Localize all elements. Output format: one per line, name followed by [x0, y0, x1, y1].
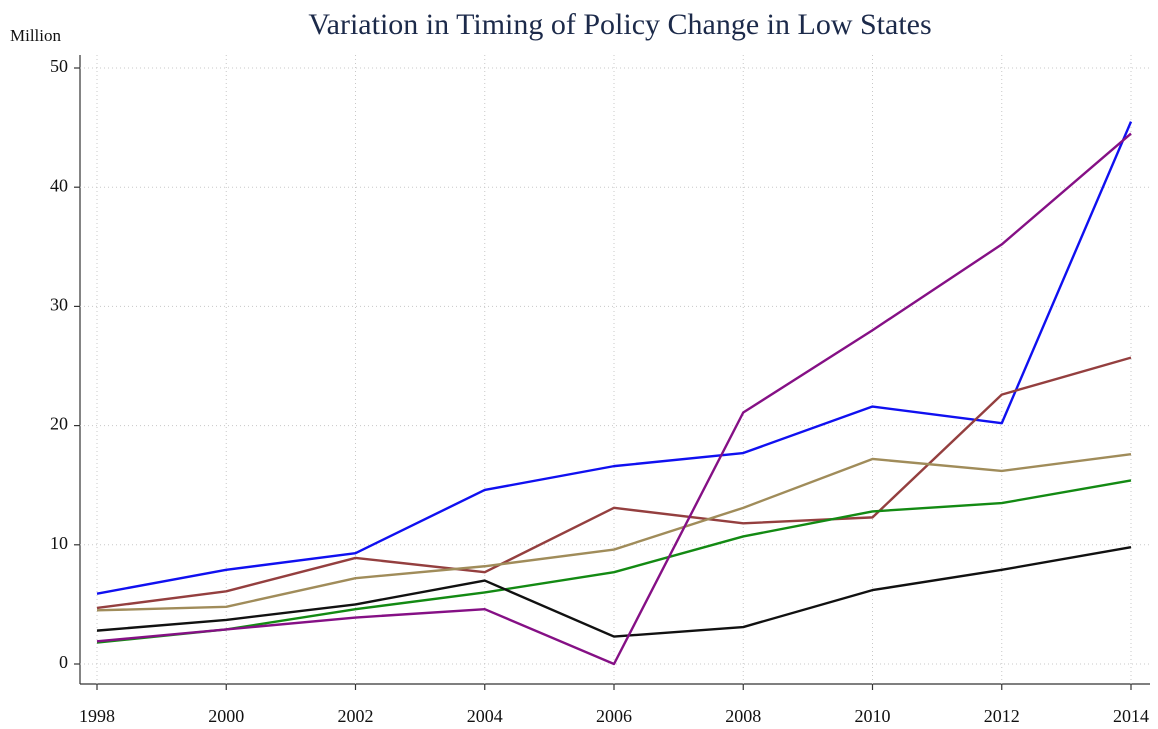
x-tick-label: 2012: [984, 706, 1020, 726]
series-line: [96, 453, 1132, 612]
y-tick-label: 40: [50, 175, 68, 195]
series-line: [96, 546, 1132, 638]
x-tick-label: 2000: [208, 706, 244, 726]
x-tick-label: 1998: [79, 706, 115, 726]
chart-title: Variation in Timing of Policy Change in …: [308, 8, 931, 41]
series-line: [96, 356, 1132, 610]
y-tick-label: 10: [50, 533, 68, 553]
y-axis-label: Million: [10, 26, 62, 45]
y-tick-label: 0: [59, 652, 68, 672]
y-tick-label: 30: [50, 295, 68, 315]
x-tick-label: 2006: [596, 706, 632, 726]
y-tick-label: 50: [50, 56, 68, 76]
x-tick-label: 2008: [725, 706, 761, 726]
x-tick-label: 2004: [467, 706, 503, 726]
series-line: [96, 121, 1133, 595]
series-line: [96, 132, 1132, 666]
x-tick-label: 2002: [338, 706, 374, 726]
x-tick-label: 2010: [855, 706, 891, 726]
series-line: [96, 479, 1132, 644]
x-tick-label: 2014: [1113, 706, 1149, 726]
y-tick-label: 20: [50, 414, 68, 434]
